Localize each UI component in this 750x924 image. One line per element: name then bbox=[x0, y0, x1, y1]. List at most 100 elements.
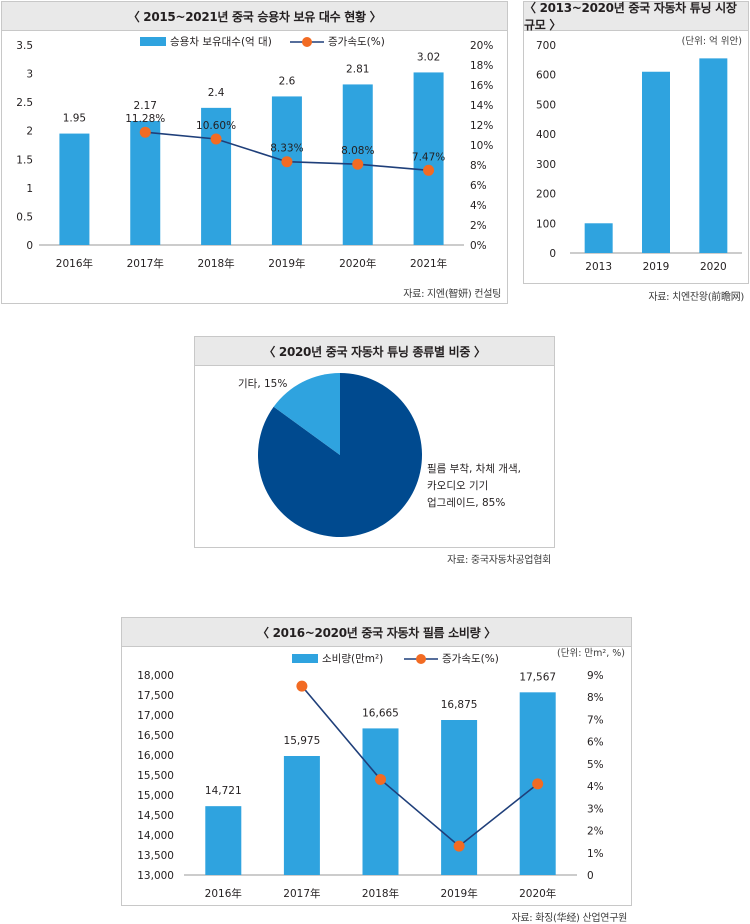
growth-rate-label: 10.60% bbox=[196, 120, 236, 132]
film-consumption-chart-title: 〈 2016~2020년 중국 자동차 필름 소비량 〉 bbox=[122, 618, 631, 647]
y-tick-label: 13,500 bbox=[137, 850, 174, 862]
film-consumption-chart: 13,000 13,500 14,000 14,500 15,000 15,500 16,0… bbox=[137, 647, 625, 900]
bar bbox=[130, 121, 161, 245]
y-tick-label: 15,000 bbox=[137, 790, 174, 802]
pie-label-main: 업그레이드, 85% bbox=[427, 496, 505, 509]
y2-tick-label: 2% bbox=[470, 220, 487, 232]
x-tick-label: 2019年 bbox=[268, 257, 305, 270]
growth-rate-point bbox=[423, 164, 435, 176]
bar bbox=[283, 756, 320, 875]
y2-tick-label: 0% bbox=[470, 240, 487, 252]
y-tick-label: 14,500 bbox=[137, 810, 174, 822]
y2-tick-label: 12% bbox=[470, 120, 493, 132]
car-ownership-chart: 0 0.5 1 1.5 2 2.5 3 3.5 0% 2% 4% 6% 8% 10% 12% 14% 16% 18… bbox=[16, 36, 493, 270]
growth-rate-point bbox=[375, 773, 386, 785]
bar-value-label: 3.02 bbox=[417, 51, 440, 63]
y2-tick-label: 0 bbox=[587, 870, 594, 882]
bar bbox=[362, 728, 399, 875]
x-tick-label: 2017年 bbox=[283, 887, 320, 900]
y-tick-label: 700 bbox=[536, 40, 556, 52]
legend-marker-swatch bbox=[302, 37, 312, 47]
bar bbox=[271, 96, 302, 245]
y-tick-label: 1.5 bbox=[16, 154, 33, 166]
film-consumption-chart-source: 자료: 화징(华经) 산업연구원 bbox=[511, 913, 627, 924]
unit-label: (단위: 만m², %) bbox=[557, 647, 625, 659]
bar-value-label: 14,721 bbox=[205, 785, 242, 797]
legend-marker-swatch bbox=[416, 654, 426, 664]
y2-tick-label: 6% bbox=[587, 737, 604, 749]
bar bbox=[413, 72, 444, 245]
bar-value-label: 17,567 bbox=[519, 671, 556, 683]
y-tick-label: 3 bbox=[26, 69, 33, 81]
x-tick-label: 2019年 bbox=[440, 887, 477, 900]
y-tick-label: 18,000 bbox=[137, 670, 174, 682]
bar-value-label: 2.4 bbox=[208, 87, 225, 99]
x-tick-label: 2017年 bbox=[127, 257, 164, 270]
y2-tick-label: 1% bbox=[587, 848, 604, 860]
y2-tick-label: 4% bbox=[587, 781, 604, 793]
bar bbox=[642, 71, 670, 253]
x-tick-label: 2020 bbox=[700, 261, 727, 273]
tuning-market-chart-panel: 〈 2013~2020년 중국 자동차 튜닝 시장 규모 〉 0 100 200 30… bbox=[523, 1, 749, 303]
pie-label-main: 카오디오 기기 bbox=[427, 480, 488, 492]
growth-rate-label: 8.08% bbox=[341, 145, 374, 157]
y-tick-label: 2.5 bbox=[16, 97, 33, 109]
x-tick-label: 2016年 bbox=[56, 257, 93, 270]
legend-line-label: 증가속도(%) bbox=[442, 653, 499, 665]
y-tick-label: 0 bbox=[26, 240, 33, 252]
bar bbox=[441, 720, 478, 875]
y-tick-label: 2 bbox=[26, 126, 33, 138]
y2-tick-label: 18% bbox=[470, 60, 493, 72]
tuning-market-chart-title: 〈 2013~2020년 중국 자동차 튜닝 시장 규모 〉 bbox=[524, 1, 748, 32]
y2-tick-label: 5% bbox=[587, 759, 604, 771]
y2-tick-label: 3% bbox=[587, 803, 604, 815]
bar bbox=[584, 223, 613, 253]
y2-tick-label: 20% bbox=[470, 40, 493, 52]
bar bbox=[59, 133, 90, 245]
x-tick-label: 2020年 bbox=[339, 257, 376, 270]
y-tick-label: 500 bbox=[536, 99, 556, 111]
y-tick-label: 13,000 bbox=[137, 870, 174, 882]
bar-value-label: 2.81 bbox=[346, 63, 369, 75]
y-tick-label: 17,500 bbox=[137, 690, 174, 702]
tuning-type-pie-panel: 〈 2020년 중국 자동차 튜닝 종류별 비중 〉 필름 부착, 차체 개색,… bbox=[194, 336, 555, 566]
growth-rate-point bbox=[453, 840, 465, 852]
y2-tick-label: 16% bbox=[470, 80, 493, 92]
pie-label-other: 기타, 15% bbox=[238, 378, 287, 390]
y-tick-label: 0 bbox=[549, 248, 556, 260]
car-ownership-chart-source: 자료: 지엔(智妍) 컨설팅 bbox=[403, 289, 501, 300]
car-ownership-chart-panel: 〈 2015~2021년 중국 승용차 보유 대수 현황 〉 0 0.5 1 1.5 2… bbox=[1, 1, 508, 304]
x-tick-label: 2018年 bbox=[197, 257, 234, 270]
y2-tick-label: 14% bbox=[470, 100, 493, 112]
bar bbox=[201, 107, 232, 245]
pie-slice bbox=[258, 373, 423, 537]
y-tick-label: 14,000 bbox=[137, 830, 174, 842]
y-tick-label: 17,000 bbox=[137, 710, 174, 722]
bar-value-label: 2.6 bbox=[279, 75, 296, 87]
y-tick-label: 600 bbox=[536, 70, 556, 82]
y-tick-label: 16,500 bbox=[137, 730, 174, 742]
y-tick-label: 400 bbox=[536, 129, 556, 141]
tuning-market-chart-source: 자료: 치엔잔왕(前瞻网) bbox=[648, 292, 744, 303]
y-tick-label: 100 bbox=[536, 218, 556, 230]
film-consumption-chart-panel: 〈 2016~2020년 중국 자동차 필름 소비량 〉 13,000 13,50… bbox=[121, 617, 632, 924]
legend-bar-label: 소비량(만m²) bbox=[322, 653, 383, 665]
x-tick-label: 2019 bbox=[643, 261, 670, 273]
bar-value-label: 16,875 bbox=[441, 699, 478, 711]
y-tick-label: 3.5 bbox=[16, 40, 33, 52]
tuning-type-pie-title: 〈 2020년 중국 자동차 튜닝 종류별 비중 〉 bbox=[195, 337, 554, 366]
growth-rate-line bbox=[301, 685, 539, 848]
growth-rate-label: 11.28% bbox=[125, 113, 165, 125]
growth-rate-label: 7.47% bbox=[412, 151, 445, 163]
y2-tick-label: 4% bbox=[470, 200, 487, 212]
tuning-market-chart: 0 100 200 300 400 500 600 700 2013 2019 2020 (단위: 억… bbox=[536, 35, 742, 273]
legend-bar-swatch bbox=[292, 654, 318, 663]
legend-bar-label: 승용차 보유대수(억 대) bbox=[170, 36, 272, 48]
y-tick-label: 300 bbox=[536, 159, 556, 171]
y-tick-label: 1 bbox=[26, 183, 33, 195]
bar-value-label: 15,975 bbox=[284, 735, 321, 747]
growth-rate-point bbox=[139, 126, 151, 138]
bar-value-label: 1.95 bbox=[63, 113, 86, 125]
y2-tick-label: 9% bbox=[587, 670, 604, 682]
